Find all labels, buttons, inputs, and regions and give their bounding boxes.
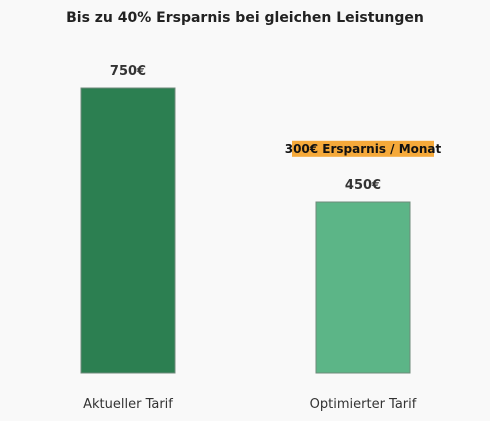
bar-value-label-0: 750€ — [110, 64, 146, 79]
x-tick-label-0: Aktueller Tarif — [83, 397, 173, 412]
bar-value-label-1: 450€ — [345, 178, 381, 193]
x-tick-label-1: Optimierter Tarif — [310, 397, 417, 412]
bar-1 — [315, 201, 411, 374]
savings-callout-text: 300€ Ersparnis / Monat — [285, 142, 442, 156]
bar-0 — [80, 87, 176, 374]
savings-callout: 300€ Ersparnis / Monat — [285, 140, 442, 157]
bars-group: 750€ Aktueller Tarif 450€ Optimierter Tarif — [80, 64, 417, 412]
savings-callout-background — [292, 140, 434, 157]
chart-title: Bis zu 40% Ersparnis bei gleichen Leistu… — [66, 10, 424, 26]
